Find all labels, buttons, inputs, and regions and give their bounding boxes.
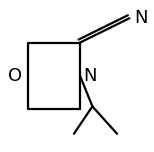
- Text: N: N: [83, 67, 97, 85]
- Text: O: O: [8, 67, 22, 85]
- Text: N: N: [134, 9, 148, 27]
